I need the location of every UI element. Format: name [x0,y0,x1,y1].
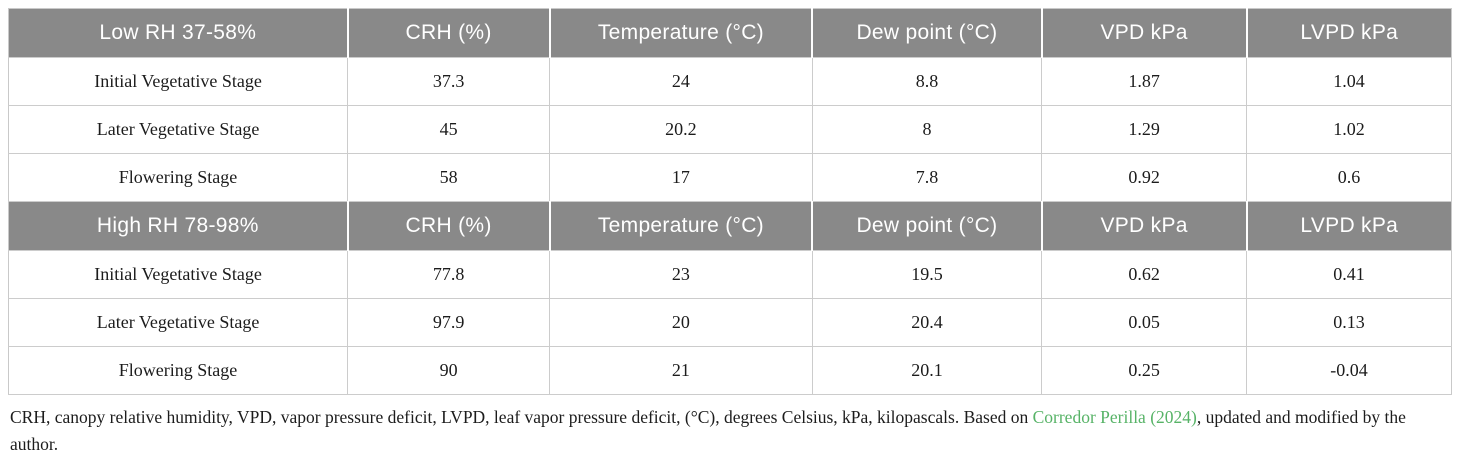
col-header-crh: CRH (%) [346,201,550,251]
vpd-value: 1.29 [1041,105,1247,154]
stage-label: Later Vegetative Stage [8,298,348,347]
environment-data-table: Low RH 37-58% CRH (%) Temperature (°C) D… [8,8,1452,395]
col-header-vpd: VPD kPa [1040,201,1247,251]
table-row: Flowering Stage 58 17 7.8 0.92 0.6 [8,153,1452,202]
table-row: Later Vegetative Stage 97.9 20 20.4 0.05… [8,298,1452,347]
temperature-value: 24 [549,57,813,106]
crh-value: 37.3 [347,57,550,106]
crh-value: 90 [347,346,550,395]
temperature-value: 17 [549,153,813,202]
table-row: Later Vegetative Stage 45 20.2 8 1.29 1.… [8,105,1452,154]
col-header-vpd: VPD kPa [1040,8,1247,58]
header-row-low-rh: Low RH 37-58% CRH (%) Temperature (°C) D… [8,8,1452,58]
lvpd-value: 1.04 [1246,57,1452,106]
col-header-dew-point: Dew point (°C) [811,201,1042,251]
vpd-value: 0.92 [1041,153,1247,202]
lvpd-value: 0.13 [1246,298,1452,347]
crh-value: 45 [347,105,550,154]
col-header-temperature: Temperature (°C) [548,201,813,251]
stage-label: Flowering Stage [8,346,348,395]
stage-label: Initial Vegetative Stage [8,57,348,106]
col-header-lvpd: LVPD kPa [1245,201,1452,251]
lvpd-value: 0.41 [1246,250,1452,299]
temperature-value: 23 [549,250,813,299]
group-header-low-rh: Low RH 37-58% [8,8,348,58]
table-footnote: CRH, canopy relative humidity, VPD, vapo… [10,404,1450,458]
group-header-high-rh: High RH 78-98% [8,201,348,251]
vpd-value: 0.62 [1041,250,1247,299]
temperature-value: 21 [549,346,813,395]
table-row: Initial Vegetative Stage 37.3 24 8.8 1.8… [8,57,1452,106]
stage-label: Initial Vegetative Stage [8,250,348,299]
table-row: Initial Vegetative Stage 77.8 23 19.5 0.… [8,250,1452,299]
dew-point-value: 20.1 [811,346,1042,395]
crh-value: 58 [347,153,550,202]
dew-point-value: 8.8 [811,57,1042,106]
dew-point-value: 20.4 [811,298,1042,347]
dew-point-value: 8 [811,105,1042,154]
dew-point-value: 19.5 [811,250,1042,299]
vpd-value: 0.05 [1041,298,1247,347]
header-row-high-rh: High RH 78-98% CRH (%) Temperature (°C) … [8,201,1452,251]
section-low-rh: Low RH 37-58% CRH (%) Temperature (°C) D… [8,8,1452,202]
vpd-value: 0.25 [1041,346,1247,395]
section-high-rh: High RH 78-98% CRH (%) Temperature (°C) … [8,201,1452,395]
stage-label: Later Vegetative Stage [8,105,348,154]
stage-label: Flowering Stage [8,153,348,202]
col-header-lvpd: LVPD kPa [1245,8,1452,58]
crh-value: 97.9 [347,298,550,347]
citation-link[interactable]: Corredor Perilla (2024) [1032,407,1197,427]
col-header-crh: CRH (%) [346,8,550,58]
crh-value: 77.8 [347,250,550,299]
footnote-text-before: CRH, canopy relative humidity, VPD, vapo… [10,407,1033,427]
lvpd-value: -0.04 [1246,346,1452,395]
temperature-value: 20 [549,298,813,347]
table-row: Flowering Stage 90 21 20.1 0.25 -0.04 [8,346,1452,395]
lvpd-value: 1.02 [1246,105,1452,154]
vpd-value: 1.87 [1041,57,1247,106]
col-header-temperature: Temperature (°C) [548,8,813,58]
dew-point-value: 7.8 [811,153,1042,202]
temperature-value: 20.2 [549,105,813,154]
col-header-dew-point: Dew point (°C) [811,8,1042,58]
footnote-text-after: , updated and modified by the author. [10,407,1406,454]
lvpd-value: 0.6 [1246,153,1452,202]
